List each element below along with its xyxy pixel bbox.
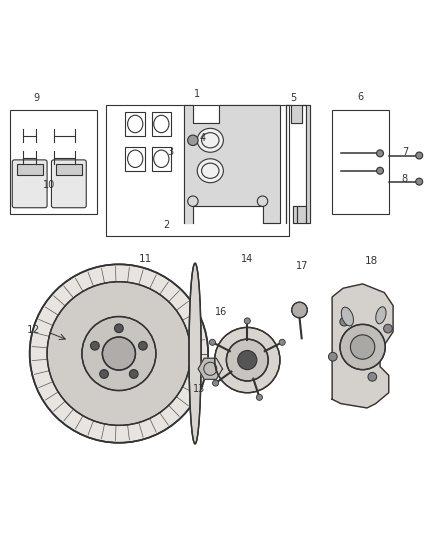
Circle shape <box>102 337 135 370</box>
Text: 10: 10 <box>43 180 55 190</box>
FancyBboxPatch shape <box>12 160 47 208</box>
Bar <box>106 106 289 236</box>
Circle shape <box>212 380 219 386</box>
Circle shape <box>187 135 198 146</box>
Circle shape <box>328 352 337 361</box>
Circle shape <box>416 152 423 159</box>
Circle shape <box>244 318 251 324</box>
Circle shape <box>129 369 138 378</box>
Text: 5: 5 <box>290 93 296 103</box>
Text: 14: 14 <box>241 254 254 264</box>
Bar <box>125 112 145 136</box>
Ellipse shape <box>197 128 223 152</box>
Circle shape <box>340 317 349 326</box>
Text: 2: 2 <box>164 220 170 230</box>
Text: 8: 8 <box>402 174 408 184</box>
Text: 6: 6 <box>357 92 364 102</box>
Text: 18: 18 <box>365 256 378 266</box>
Circle shape <box>100 369 109 378</box>
Ellipse shape <box>341 307 353 326</box>
Circle shape <box>215 327 280 393</box>
Polygon shape <box>332 284 393 408</box>
Circle shape <box>91 342 99 350</box>
Circle shape <box>279 339 285 345</box>
Bar <box>56 164 82 175</box>
Circle shape <box>226 339 268 381</box>
Circle shape <box>238 351 257 370</box>
FancyBboxPatch shape <box>51 160 86 208</box>
Circle shape <box>416 178 423 185</box>
Bar <box>152 147 171 171</box>
Ellipse shape <box>189 263 201 444</box>
Circle shape <box>256 394 262 400</box>
Ellipse shape <box>197 159 223 183</box>
Text: 1: 1 <box>194 89 200 99</box>
Circle shape <box>30 264 208 443</box>
Bar <box>152 112 171 136</box>
Text: 16: 16 <box>215 306 227 317</box>
Polygon shape <box>286 106 311 223</box>
Bar <box>17 164 43 175</box>
Text: 4: 4 <box>199 133 205 143</box>
Circle shape <box>115 324 123 333</box>
Polygon shape <box>198 358 223 379</box>
Text: 17: 17 <box>296 261 308 271</box>
Text: 12: 12 <box>27 325 41 335</box>
Circle shape <box>138 342 147 350</box>
Circle shape <box>384 324 392 333</box>
Ellipse shape <box>376 307 386 324</box>
Text: 13: 13 <box>193 384 205 394</box>
Polygon shape <box>184 106 280 223</box>
Bar <box>125 147 145 171</box>
Circle shape <box>340 325 385 370</box>
Bar <box>10 110 97 214</box>
Circle shape <box>377 150 384 157</box>
Bar <box>332 110 389 214</box>
Text: 3: 3 <box>167 148 173 157</box>
Text: 7: 7 <box>402 148 408 157</box>
Circle shape <box>292 302 307 318</box>
Circle shape <box>82 317 156 391</box>
Circle shape <box>368 373 377 381</box>
Circle shape <box>350 335 375 359</box>
Text: 9: 9 <box>33 93 39 103</box>
Circle shape <box>209 339 215 345</box>
Circle shape <box>47 282 191 425</box>
Text: 11: 11 <box>138 254 152 264</box>
Circle shape <box>377 167 384 174</box>
